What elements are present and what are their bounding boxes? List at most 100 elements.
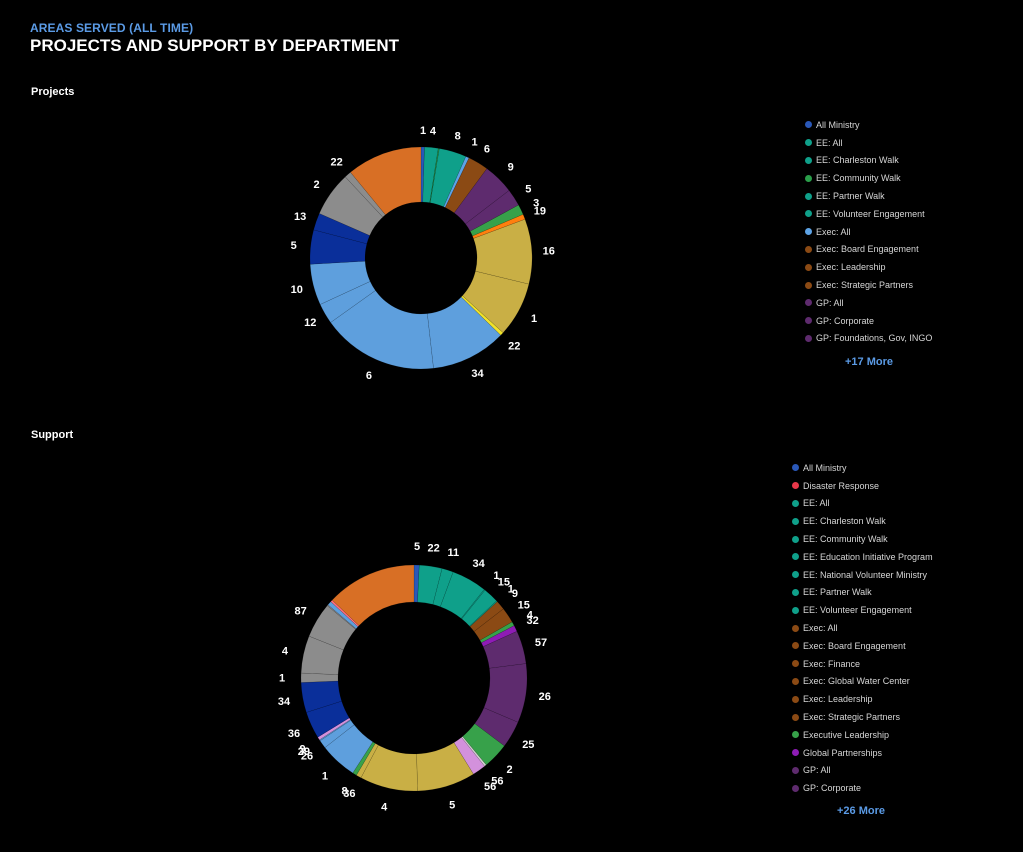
legend1-item[interactable]: EE: Charleston Walk [792, 512, 933, 530]
donut1-slice-18[interactable] [360, 744, 418, 792]
donut1-data-label-6: 1 [508, 583, 514, 595]
donut1-slice-26[interactable] [300, 680, 342, 713]
donut1-slice-14[interactable] [462, 723, 505, 766]
legend-label: Executive Leadership [803, 729, 890, 740]
legend1-item[interactable]: Exec: All [792, 619, 933, 637]
donut1-slice-13[interactable] [474, 707, 519, 747]
legend1-item[interactable]: EE: Community Walk [792, 530, 933, 548]
legend1-item[interactable]: Exec: Strategic Partners [792, 708, 933, 726]
donut1-data-label-16: 56 [484, 781, 496, 793]
legend0-item[interactable]: Exec: All [805, 223, 932, 241]
donut0-slice-8[interactable] [469, 204, 524, 237]
donut1-slice-9[interactable] [479, 621, 515, 644]
donut0-slice-5[interactable] [444, 157, 488, 214]
donut1-slice-11[interactable] [482, 630, 527, 669]
legend1-item[interactable]: Exec: Leadership [792, 690, 933, 708]
donut1-slice-17[interactable] [416, 742, 474, 792]
legend0-item[interactable]: GP: All [805, 294, 932, 312]
legend0-item[interactable]: Exec: Leadership [805, 258, 932, 276]
donut1-data-label-1: 22 [427, 542, 439, 554]
donut1-slice-1[interactable] [417, 564, 443, 605]
donut1-slice-10[interactable] [481, 625, 518, 647]
legend-swatch [792, 499, 799, 507]
legend0-item[interactable]: EE: Partner Walk [805, 187, 932, 205]
legend1-item[interactable]: EE: All [792, 495, 933, 513]
donut1-slice-27[interactable] [300, 672, 339, 683]
legend-label: EE: All [803, 498, 830, 509]
legend1-item[interactable]: GP: Corporate [792, 779, 933, 797]
legend1-item[interactable]: EE: National Volunteer Ministry [792, 566, 933, 584]
legend1-item[interactable]: Exec: Global Water Center [792, 673, 933, 691]
legend-label: Exec: Global Water Center [803, 676, 910, 687]
legend1-item[interactable]: Global Partnerships [792, 744, 933, 762]
donut1-slice-30[interactable] [326, 604, 357, 630]
donut0-data-label-1: 4 [430, 126, 437, 138]
support-legend-more-link[interactable]: +26 More [837, 805, 885, 817]
donut0-slice-3[interactable] [429, 148, 467, 208]
legend0-item[interactable]: EE: All [805, 134, 932, 152]
donut1-slice-28[interactable] [300, 635, 344, 675]
legend1-item[interactable]: Executive Leadership [792, 726, 933, 744]
projects-legend-more-link[interactable]: +17 More [845, 356, 893, 368]
legend0-item[interactable]: EE: Charleston Walk [805, 152, 932, 170]
legend0-item[interactable]: Exec: Board Engagement [805, 241, 932, 259]
legend-label: EE: Volunteer Engagement [803, 605, 912, 616]
donut1-data-label-27: 1 [279, 673, 285, 685]
donut1-data-label-29: 87 [294, 605, 306, 617]
legend0-item[interactable]: EE: Volunteer Engagement [805, 205, 932, 223]
legend-label: GP: Foundations, Gov, INGO [816, 333, 933, 344]
legend-swatch [792, 553, 799, 561]
donut0-data-label-9: 16 [543, 245, 555, 257]
donut0-slice-18[interactable] [313, 213, 371, 245]
legend-label: Exec: All [816, 226, 851, 237]
legend-swatch [792, 766, 799, 774]
legend-swatch [792, 695, 799, 703]
donut1-data-label-4: 1 [493, 570, 499, 582]
donut1-slice-6[interactable] [469, 600, 498, 627]
donut1-slice-22[interactable] [319, 719, 355, 748]
donut0-slice-14[interactable] [330, 290, 434, 370]
legend1-item[interactable]: Disaster Response [792, 477, 933, 495]
donut1-slice-31[interactable] [327, 601, 359, 630]
donut1-data-label-8: 15 [518, 600, 530, 612]
donut1-data-label-5: 15 [498, 576, 510, 588]
legend-swatch [792, 749, 799, 757]
donut1-data-label-12: 26 [539, 691, 551, 703]
donut1-data-label-18: 4 [381, 802, 388, 814]
donut1-slice-15[interactable] [461, 736, 487, 767]
donut0-data-label-11: 22 [508, 341, 520, 353]
legend0-item[interactable]: All Ministry [805, 116, 932, 134]
donut1-slice-16[interactable] [453, 736, 485, 775]
legend-swatch [792, 517, 799, 525]
legend1-item[interactable]: EE: Partner Walk [792, 584, 933, 602]
donut1-data-label-20: 8 [342, 785, 348, 797]
legend0-item[interactable]: Exec: Strategic Partners [805, 276, 932, 294]
legend1-item[interactable]: Exec: Board Engagement [792, 637, 933, 655]
legend1-item[interactable]: GP: All [792, 762, 933, 780]
legend-label: Exec: Strategic Partners [816, 280, 914, 291]
legend1-item[interactable]: Exec: Finance [792, 655, 933, 673]
legend-label: EE: All [816, 137, 843, 148]
legend1-item[interactable]: EE: Education Initiative Program [792, 548, 933, 566]
legend-swatch [805, 174, 812, 182]
donut1-slice-29[interactable] [308, 605, 357, 651]
donut1-slice-25[interactable] [306, 700, 350, 738]
legend0-item[interactable]: GP: Corporate [805, 312, 932, 330]
donut1-slice-24[interactable] [317, 717, 351, 741]
donut0-slice-20[interactable] [344, 171, 386, 218]
donut1-data-label-24: 9 [299, 744, 305, 756]
donut0-slice-19[interactable] [319, 176, 384, 236]
legend0-item[interactable]: GP: Foundations, Gov, INGO [805, 330, 932, 348]
donut1-slice-33[interactable] [331, 564, 415, 626]
legend1-item[interactable]: All Ministry [792, 459, 933, 477]
legend1-item[interactable]: EE: Volunteer Engagement [792, 601, 933, 619]
donut1-slice-23[interactable] [319, 719, 352, 742]
legend0-item[interactable]: EE: Community Walk [805, 169, 932, 187]
legend-label: Exec: Board Engagement [816, 244, 919, 255]
donut1-slice-32[interactable] [330, 599, 360, 627]
donut0-slice-21[interactable] [350, 146, 422, 216]
donut1-slice-19[interactable] [356, 743, 379, 779]
projects-legend: All Ministry EE: All EE: Charleston Walk EE… [805, 116, 932, 347]
donut1-slice-8[interactable] [473, 608, 513, 641]
